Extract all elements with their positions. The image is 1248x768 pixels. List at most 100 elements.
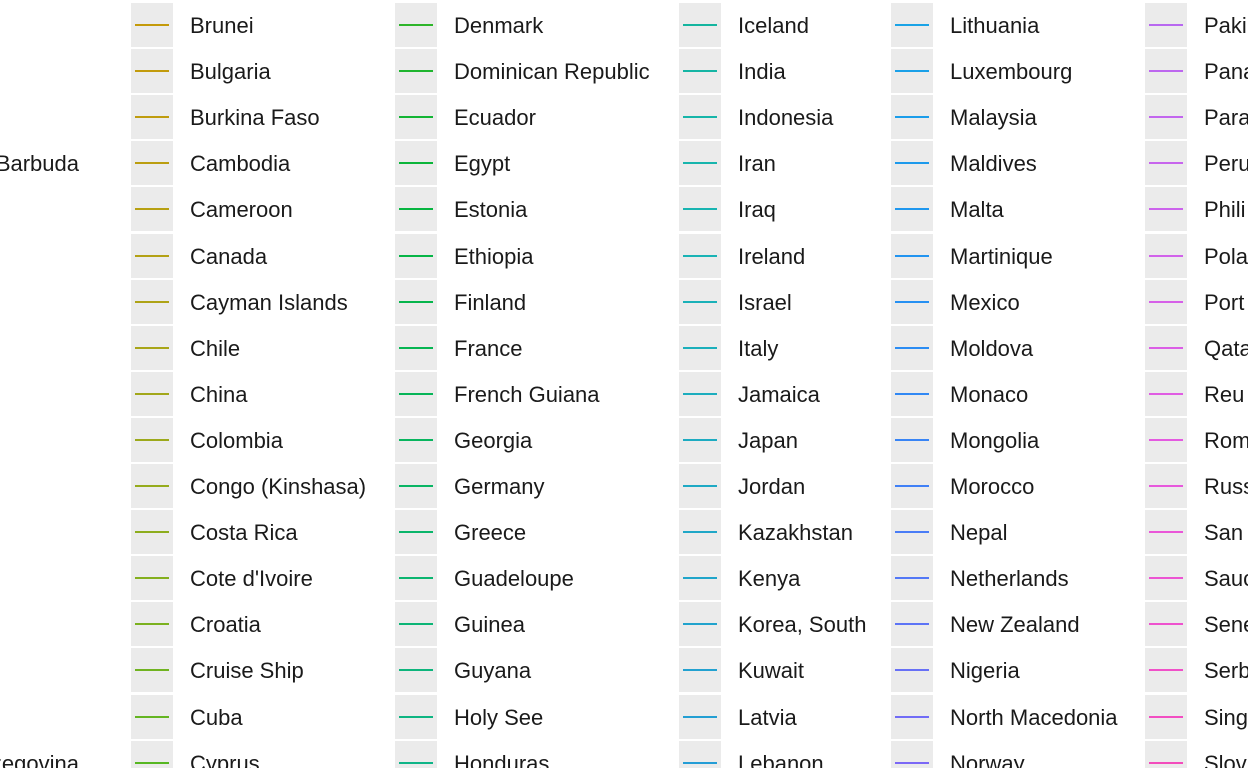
- legend-key: [1145, 694, 1187, 739]
- legend-label: Georgia: [454, 427, 533, 453]
- legend-key-line: [135, 70, 169, 73]
- legend-key: [1145, 187, 1187, 232]
- legend-label: Kenya: [738, 566, 801, 592]
- legend-key-line: [399, 254, 433, 257]
- legend-key: [891, 602, 933, 647]
- legend-key-line: [895, 162, 929, 165]
- legend-key: [679, 3, 721, 47]
- legend-label: San: [1204, 520, 1244, 546]
- legend-key-line: [1149, 70, 1183, 73]
- legend-label: Qata: [1204, 335, 1248, 361]
- legend-key: [395, 371, 437, 416]
- legend-label: Martinique: [950, 243, 1053, 269]
- legend-label: Estonia: [454, 197, 528, 223]
- legend-label: Cruise Ship: [190, 658, 304, 684]
- legend-key: [679, 417, 721, 462]
- legend-key-line: [135, 208, 169, 211]
- legend-key-line: [135, 531, 169, 534]
- legend-label: Holy See: [454, 704, 544, 730]
- legend-label: Canada: [190, 243, 268, 269]
- legend-key-line: [1149, 300, 1183, 303]
- legend-key-line: [1149, 761, 1183, 764]
- legend-key: [1145, 556, 1187, 601]
- legend-key: [1145, 602, 1187, 647]
- legend-key-line: [895, 392, 929, 395]
- legend-key: [395, 3, 437, 47]
- legend-label: Luxembourg: [950, 59, 1073, 85]
- legend-key-line: [399, 761, 433, 764]
- legend-label: Malaysia: [950, 105, 1037, 131]
- legend-key: [395, 141, 437, 186]
- legend-label: Pola: [1204, 243, 1248, 269]
- legend-label: Korea, South: [738, 612, 867, 638]
- legend-key: [395, 602, 437, 647]
- legend-key-line: [683, 70, 717, 73]
- legend-label: Ecuador: [454, 105, 536, 131]
- legend-label: Kuwait: [738, 658, 805, 684]
- legend-key-line: [895, 346, 929, 349]
- legend-key-line: [135, 438, 169, 441]
- legend-key: [131, 279, 173, 324]
- legend-label: Germany: [454, 474, 545, 499]
- legend-key-line: [135, 346, 169, 349]
- legend-label: France: [454, 335, 523, 361]
- legend-label: Russ: [1204, 474, 1248, 499]
- legend-key: [395, 510, 437, 555]
- legend-label: Dominican Republic: [454, 59, 650, 85]
- legend-label: Moldova: [950, 335, 1034, 361]
- legend-key: [131, 556, 173, 601]
- legend-key-line: [683, 392, 717, 395]
- legend-label: Finland: [454, 289, 527, 315]
- legend-key-line: [399, 531, 433, 534]
- legend-key-line: [135, 254, 169, 257]
- legend-key-line: [895, 761, 929, 764]
- legend-key: [891, 510, 933, 555]
- legend-key: [131, 464, 173, 508]
- legend-label: Slov: [1204, 750, 1247, 768]
- legend-key: [395, 233, 437, 278]
- legend-key-line: [1149, 254, 1183, 257]
- legend-key-line: [1149, 346, 1183, 349]
- legend-key-line: [1149, 208, 1183, 211]
- legend-label: Mongolia: [950, 427, 1040, 453]
- legend-key-line: [683, 346, 717, 349]
- legend-key-line: [135, 623, 169, 626]
- legend-key-line: [683, 24, 717, 26]
- legend-key-line: [135, 392, 169, 395]
- legend-key-line: [135, 162, 169, 165]
- legend-key: [891, 95, 933, 140]
- legend-label: Iraq: [738, 197, 776, 223]
- legend-key-line: [1149, 669, 1183, 672]
- legend-label: Sauc: [1204, 566, 1248, 592]
- legend-label: Phili: [1204, 197, 1246, 223]
- legend-key-line: [1149, 531, 1183, 534]
- legend-label: Monaco: [950, 381, 1029, 407]
- legend-label: Cote d'Ivoire: [190, 566, 313, 592]
- legend-label: Port: [1204, 289, 1245, 315]
- legend-label: Costa Rica: [190, 520, 298, 546]
- legend-label: Ethiopia: [454, 243, 534, 269]
- legend-key-line: [399, 346, 433, 349]
- legend-key: [131, 740, 173, 768]
- legend-label: erzegovina: [0, 750, 79, 768]
- legend-key: [891, 3, 933, 47]
- legend-label: Malta: [950, 197, 1004, 223]
- legend-key: [891, 417, 933, 462]
- legend-label: Japan: [738, 427, 798, 453]
- legend-key-line: [399, 116, 433, 119]
- legend-key-line: [895, 715, 929, 718]
- legend-key: [131, 233, 173, 278]
- legend-label: Para: [1204, 105, 1248, 131]
- legend-label: Morocco: [950, 474, 1035, 499]
- legend-key-line: [1149, 162, 1183, 165]
- legend-key: [891, 233, 933, 278]
- legend-label: Cyprus: [190, 750, 260, 768]
- legend-key-line: [895, 300, 929, 303]
- legend-key-line: [399, 669, 433, 672]
- legend-key: [131, 694, 173, 739]
- legend-label: Jamaica: [738, 381, 820, 407]
- legend-key-line: [895, 254, 929, 257]
- legend-key-line: [1149, 438, 1183, 441]
- legend-label: Honduras: [454, 750, 550, 768]
